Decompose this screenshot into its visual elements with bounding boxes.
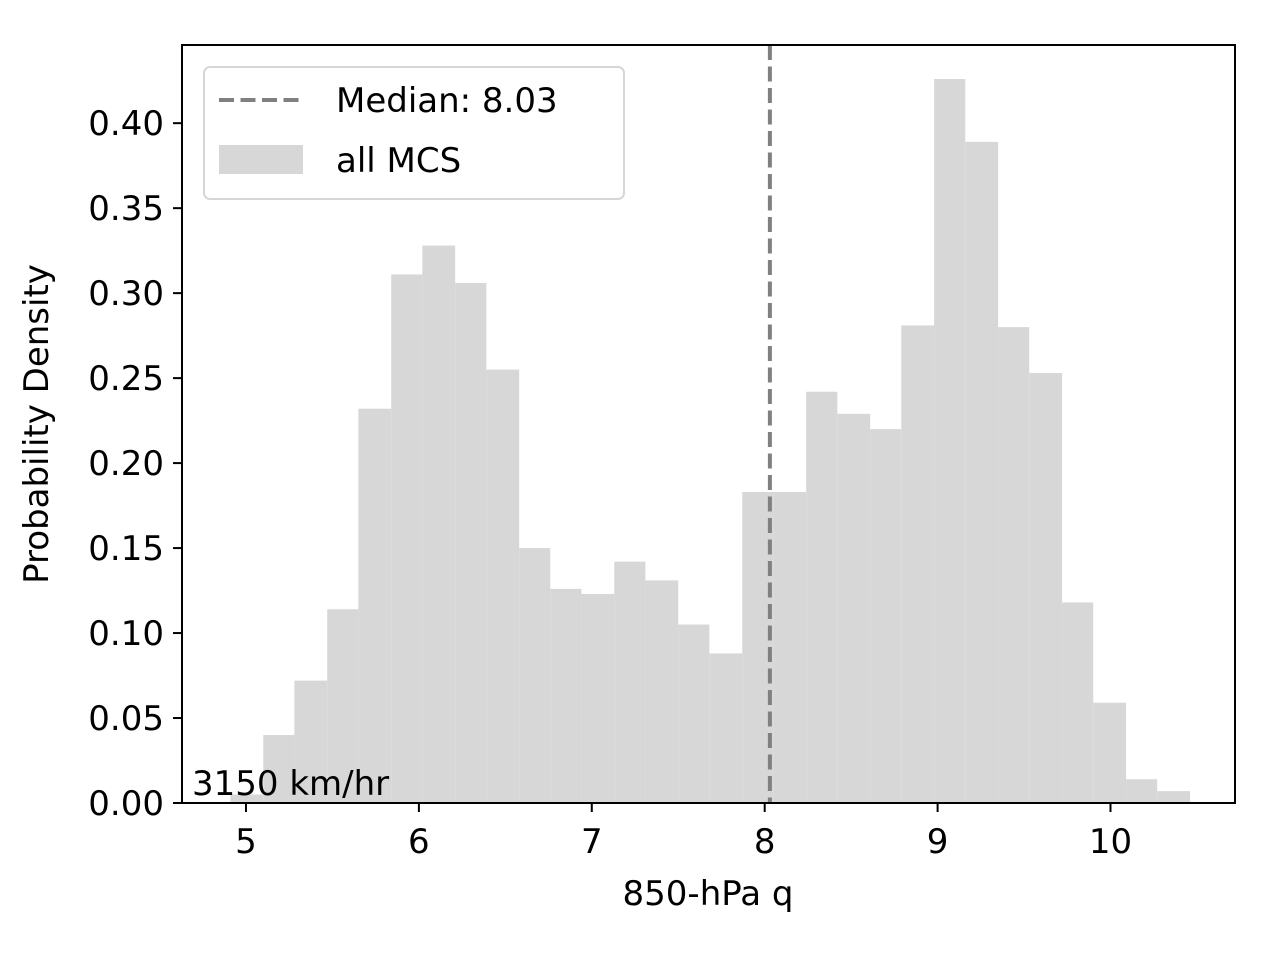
annotation-text: 3150 km/hr <box>192 764 389 804</box>
x-tick-label-10: 10 <box>1089 822 1132 862</box>
y-axis-ticks: 0.00 0.05 0.10 0.15 0.20 0.25 0.30 0.35 0.40 <box>88 104 182 824</box>
histogram-bar-1 <box>230 794 264 803</box>
histogram-bar-16 <box>709 653 743 803</box>
histogram-bar-4 <box>327 609 359 803</box>
y-tick-label-0.10: 0.10 <box>88 614 164 654</box>
histogram-bar-8 <box>455 282 487 803</box>
x-axis-label: 850-hPa q <box>623 874 794 914</box>
histogram-bar-15 <box>678 624 710 803</box>
histogram-bar-11 <box>550 588 582 803</box>
legend-box <box>203 66 625 200</box>
histogram-bar-18 <box>773 491 807 803</box>
histogram-bar-2 <box>263 735 295 803</box>
histogram-bar-3 <box>294 680 328 803</box>
histogram-bar-29 <box>1126 779 1158 803</box>
legend-hist-swatch <box>219 145 303 174</box>
histogram-bar-19 <box>806 391 838 803</box>
histogram-bar-28 <box>1093 702 1127 803</box>
y-tick-label-0.25: 0.25 <box>88 359 164 399</box>
histogram-bars <box>230 78 1191 804</box>
legend-median-label: Median: 8.03 <box>336 81 558 121</box>
x-tick-label-6: 6 <box>408 822 430 862</box>
y-tick-label-0.40: 0.40 <box>88 104 164 144</box>
histogram-bar-23 <box>934 78 966 804</box>
histogram-bar-13 <box>614 561 646 803</box>
y-axis-label: Probability Density <box>17 264 57 584</box>
histogram-bar-22 <box>901 325 935 803</box>
y-tick-label-0.05: 0.05 <box>88 699 164 739</box>
y-tick-label-0.00: 0.00 <box>88 784 164 824</box>
histogram-bar-21 <box>870 429 902 803</box>
legend-hist-label: all MCS <box>336 141 461 181</box>
x-tick-label-9: 9 <box>927 822 949 862</box>
x-axis-ticks: 5 6 7 8 9 10 <box>235 803 1132 862</box>
histogram-bar-27 <box>1062 602 1094 803</box>
histogram-bar-12 <box>581 593 615 803</box>
histogram-bar-6 <box>391 274 423 803</box>
y-tick-label-0.35: 0.35 <box>88 189 164 229</box>
histogram-bar-26 <box>1029 373 1063 803</box>
y-tick-label-0.15: 0.15 <box>88 529 164 569</box>
histogram-bar-7 <box>422 245 456 804</box>
histogram-bar-30 <box>1157 791 1191 803</box>
histogram-bar-24 <box>965 141 999 803</box>
histogram-bar-20 <box>837 413 871 803</box>
histogram-bar-9 <box>486 369 520 803</box>
histogram-bar-25 <box>998 327 1030 803</box>
histogram-bar-10 <box>519 548 551 803</box>
x-tick-label-7: 7 <box>581 822 603 862</box>
y-tick-label-0.20: 0.20 <box>88 444 164 484</box>
histogram-bar-5 <box>358 408 392 803</box>
x-tick-label-8: 8 <box>754 822 776 862</box>
y-tick-label-0.30: 0.30 <box>88 274 164 314</box>
legend: Median: 8.03 all MCS <box>203 66 625 200</box>
histogram-bar-14 <box>645 580 679 803</box>
x-tick-label-5: 5 <box>235 822 257 862</box>
axes-frame <box>181 44 1236 804</box>
